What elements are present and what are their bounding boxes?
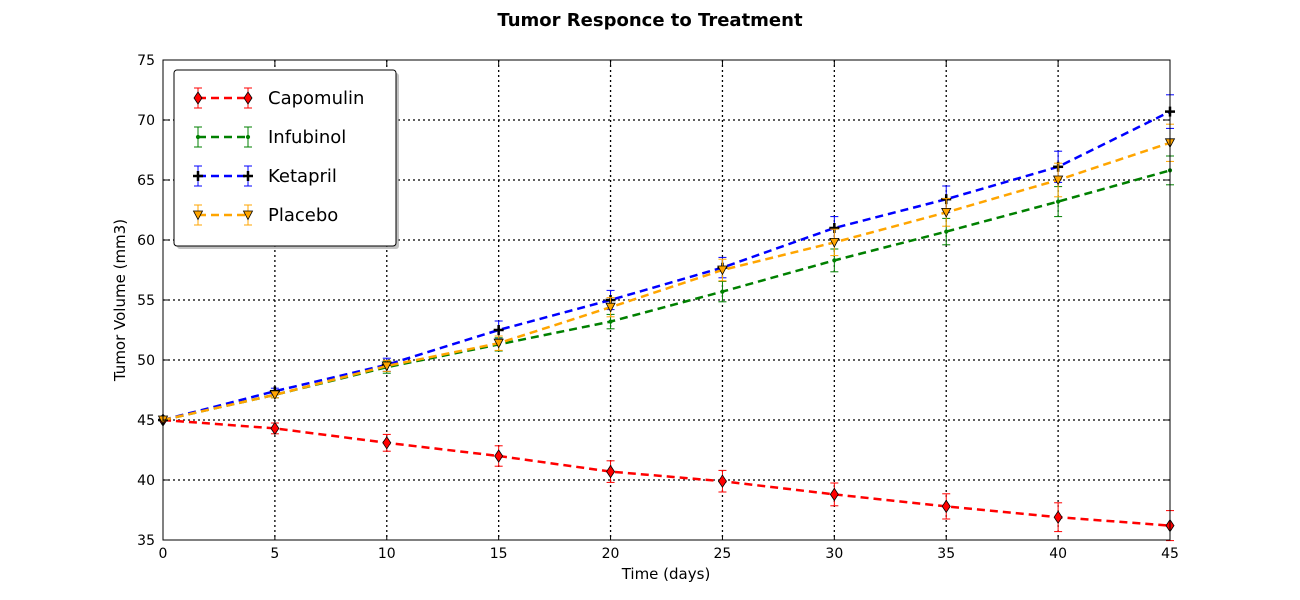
- legend-item: Capomulin: [193, 87, 364, 109]
- x-axis-label: Time (days): [621, 565, 711, 583]
- y-tick-label: 45: [137, 413, 155, 429]
- data-point: [1056, 199, 1061, 204]
- data-point: [608, 319, 613, 324]
- y-tick-label: 75: [137, 53, 155, 69]
- x-tick-label: 5: [270, 546, 279, 562]
- data-point: [606, 464, 616, 479]
- x-tick-label: 35: [937, 546, 955, 562]
- legend-marker: [245, 134, 251, 140]
- legend-marker: [243, 91, 253, 105]
- data-point: [493, 325, 504, 335]
- series-layer: [157, 94, 1176, 542]
- data-point: [941, 499, 951, 514]
- series-line: [162, 141, 1171, 422]
- data-point: [832, 258, 837, 263]
- data-point: [717, 474, 727, 488]
- x-tick-label: 40: [1049, 546, 1067, 562]
- data-point: [944, 229, 949, 234]
- data-point: [717, 265, 728, 276]
- legend: Capomulin Infubinol Ketapril Placebo: [173, 69, 399, 249]
- data-point: [494, 449, 504, 463]
- data-point: [829, 487, 839, 502]
- data-point: [829, 237, 840, 248]
- x-tick-label: 10: [378, 546, 396, 562]
- data-point: [1053, 510, 1063, 524]
- y-tick-label: 55: [137, 293, 155, 309]
- series-line: [162, 110, 1171, 422]
- x-tick-label: 25: [714, 546, 732, 562]
- y-tick-label: 35: [137, 533, 155, 549]
- legend-marker: [243, 171, 253, 181]
- y-tick-label: 60: [137, 233, 155, 249]
- legend-box: [173, 69, 397, 247]
- data-point: [269, 390, 281, 401]
- legend-marker: [195, 134, 201, 140]
- legend-item: Ketapril: [193, 165, 337, 187]
- data-point: [941, 207, 952, 218]
- legend-label: Ketapril: [268, 166, 337, 187]
- legend-item: Infubinol: [194, 126, 346, 148]
- legend-label: Placebo: [268, 205, 338, 226]
- x-tick-label: 30: [825, 546, 843, 562]
- data-point: [605, 302, 616, 313]
- data-point: [270, 421, 280, 436]
- y-tick-label: 40: [137, 473, 155, 489]
- data-point: [1052, 175, 1064, 186]
- data-point: [382, 436, 392, 450]
- legend-item: Placebo: [192, 204, 338, 226]
- chart-title: Tumor Responce to Treatment: [497, 10, 803, 31]
- y-tick-label: 70: [137, 113, 155, 129]
- data-point: [493, 338, 504, 349]
- series-capomulin: [158, 413, 1175, 542]
- legend-marker: [193, 171, 203, 181]
- x-tick-label: 0: [159, 546, 168, 562]
- legend-marker: [193, 91, 203, 105]
- legend-marker: [242, 210, 254, 221]
- data-point: [381, 361, 392, 372]
- legend-label: Capomulin: [268, 88, 364, 109]
- y-axis-label: Tumor Volume (mm3): [111, 219, 129, 382]
- x-tick-label: 20: [602, 546, 620, 562]
- y-tick-label: 50: [137, 353, 155, 369]
- x-tick-label: 15: [490, 546, 508, 562]
- legend-marker: [192, 210, 204, 221]
- y-tick-label: 65: [137, 173, 155, 189]
- legend-label: Infubinol: [268, 127, 346, 148]
- axis-ticks: 0 5 10 15 20 25 30 35 40 45 35 40 45 50 55 60 65 70 75: [137, 53, 1179, 562]
- x-tick-label: 45: [1161, 546, 1179, 562]
- data-point: [720, 289, 725, 294]
- series-line: [162, 418, 1171, 527]
